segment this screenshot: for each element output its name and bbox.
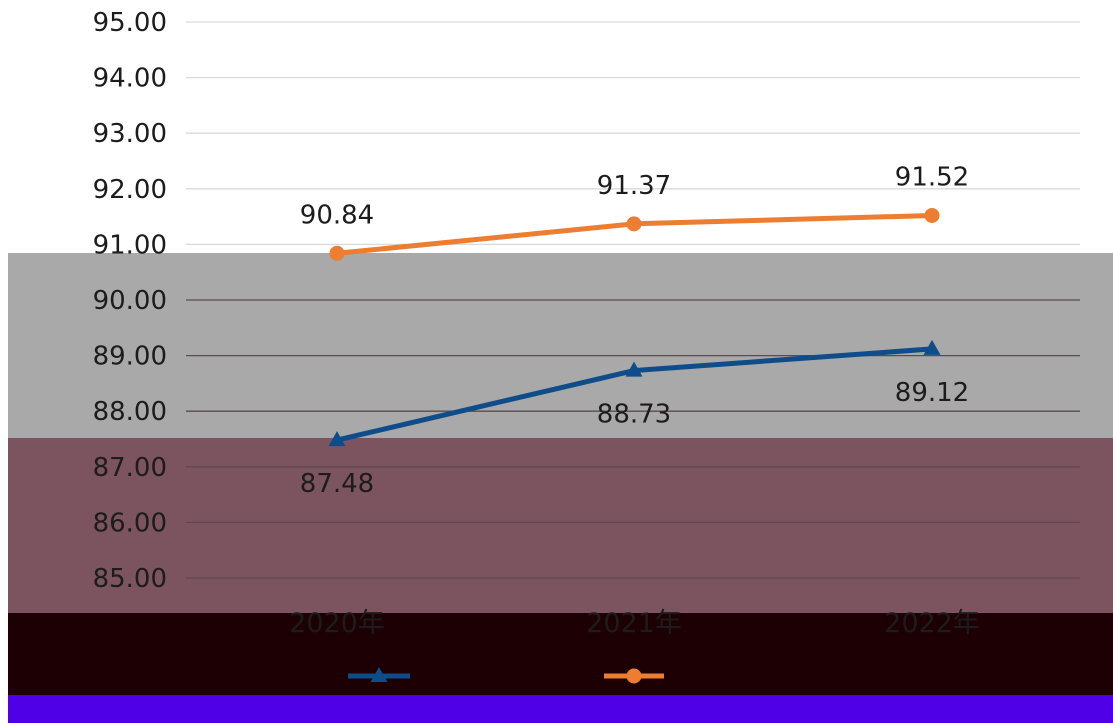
series-point-triangle xyxy=(328,431,346,447)
data-label: 87.48 xyxy=(300,469,374,499)
data-label: 91.52 xyxy=(895,162,969,192)
overlay-blue-band xyxy=(8,695,1113,723)
series-lines xyxy=(328,207,941,447)
overlay-gray-band xyxy=(8,253,1113,438)
y-tick-label: 95.00 xyxy=(93,8,167,38)
overlay-bands xyxy=(8,253,1113,723)
overlay-mauve-band xyxy=(8,438,1113,613)
data-label: 88.73 xyxy=(597,400,671,430)
legend-swatch-triangle xyxy=(370,667,388,682)
y-tick-label: 89.00 xyxy=(93,342,167,372)
y-axis-ticks: 85.00 86.00 87.00 88.00 89.00 90.00 91.00 92.00… xyxy=(93,8,167,594)
series-point-circle xyxy=(626,216,642,232)
y-tick-label: 87.00 xyxy=(93,453,167,483)
data-label: 91.37 xyxy=(597,171,671,201)
overlay-dark-band xyxy=(8,613,1113,695)
y-tick-label: 91.00 xyxy=(93,230,167,260)
data-label: 90.84 xyxy=(300,200,374,230)
x-category-label: 2021年 xyxy=(586,608,682,639)
y-tick-label: 88.00 xyxy=(93,397,167,427)
data-labels: 90.84 91.37 91.52 87.48 88.73 89.12 xyxy=(300,162,969,499)
series-point-triangle xyxy=(625,361,643,377)
series-point-circle xyxy=(924,207,940,223)
y-tick-label: 86.00 xyxy=(93,508,167,538)
y-tick-label: 94.00 xyxy=(93,64,167,94)
legend-swatch-circle xyxy=(626,668,642,684)
x-axis-categories: 2020年 2021年 2022年 xyxy=(289,608,980,639)
series-point-triangle xyxy=(923,339,941,355)
gridlines xyxy=(186,21,1080,579)
y-tick-label: 92.00 xyxy=(93,175,167,205)
x-category-label: 2020年 xyxy=(289,608,385,639)
y-tick-label: 93.00 xyxy=(93,119,167,149)
legend xyxy=(348,667,664,684)
x-category-label: 2022年 xyxy=(884,608,980,639)
series-point-circle xyxy=(329,245,345,261)
y-tick-label: 90.00 xyxy=(93,286,167,316)
data-label: 89.12 xyxy=(895,378,969,408)
y-tick-label: 85.00 xyxy=(93,564,167,594)
